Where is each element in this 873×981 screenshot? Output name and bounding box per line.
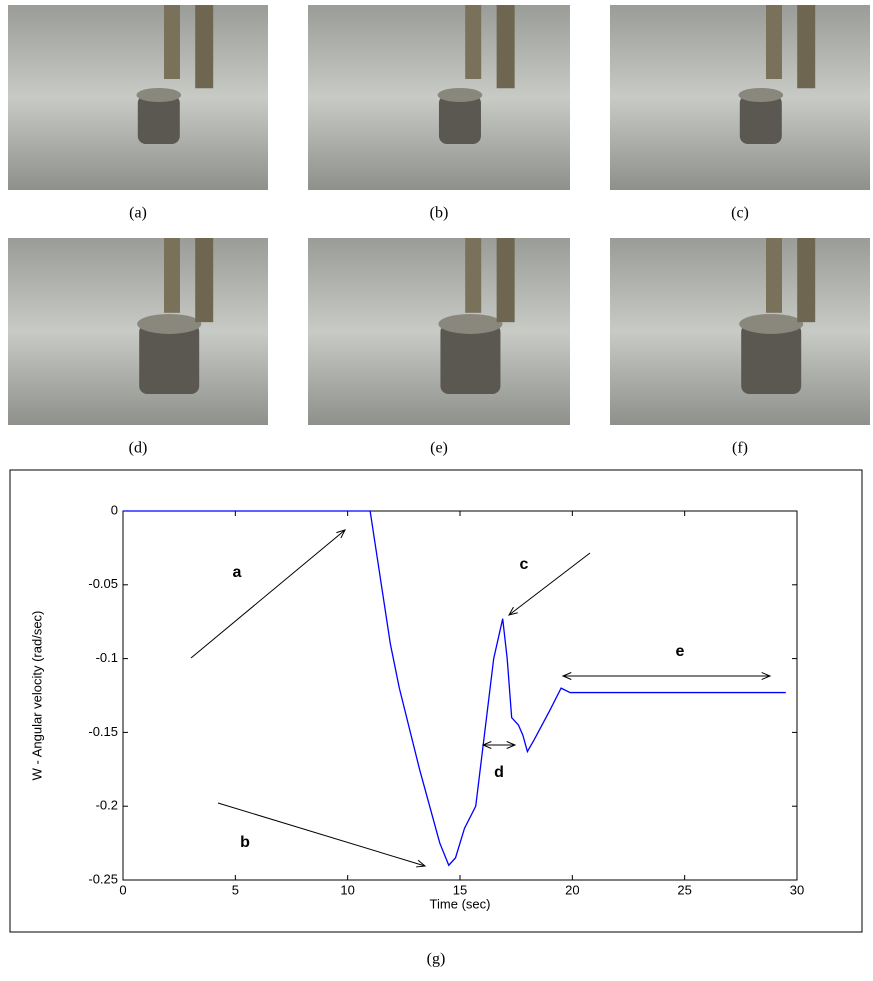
x-tick-label: 30 — [790, 882, 804, 897]
panel-caption: (e) — [430, 440, 448, 457]
robot-top — [137, 313, 202, 334]
arrow-head — [507, 606, 518, 616]
photo — [308, 238, 570, 425]
panel-caption: (c) — [731, 205, 749, 222]
robot-top — [136, 88, 182, 102]
person-leg — [465, 5, 482, 79]
y-tick-label: -0.2 — [96, 798, 118, 813]
robot — [137, 95, 180, 144]
photo — [610, 238, 870, 425]
person-leg — [164, 5, 180, 79]
x-tick-label: 20 — [565, 882, 579, 897]
x-tick-label: 25 — [677, 882, 691, 897]
person-leg — [766, 238, 782, 313]
panel-caption: (b) — [430, 205, 449, 222]
person-leg — [496, 5, 515, 89]
robot — [139, 323, 200, 394]
arrow — [217, 802, 426, 867]
line-series — [123, 510, 786, 867]
y-tick-label: -0.15 — [88, 724, 118, 739]
arrow — [190, 529, 346, 659]
chart-frame — [9, 469, 863, 933]
y-tick-label: -0.05 — [88, 576, 118, 591]
annotation: d — [494, 764, 504, 781]
robot — [440, 323, 501, 394]
person-leg — [496, 238, 515, 323]
annotation: b — [240, 834, 250, 851]
person-leg — [766, 5, 782, 79]
robot-top — [738, 88, 784, 102]
panel-caption: (a) — [129, 205, 147, 222]
annotation: e — [676, 643, 685, 660]
person-leg — [797, 5, 816, 89]
panel-caption: (f) — [732, 440, 748, 457]
x-axis-label: Time (sec) — [430, 896, 491, 911]
person-leg — [465, 238, 482, 313]
person-leg — [797, 238, 816, 323]
robot-top — [437, 88, 483, 102]
person-leg — [195, 5, 214, 89]
arrow-head — [481, 741, 492, 749]
person-leg — [195, 238, 214, 323]
arrow-head — [415, 859, 427, 868]
figure-caption: (g) — [427, 951, 446, 968]
x-tick-label: 15 — [453, 882, 467, 897]
arrow-head — [506, 741, 517, 749]
y-axis-label: W - Angular velocity (rad/sec) — [29, 611, 44, 781]
person-leg — [164, 238, 180, 313]
photo — [8, 238, 268, 425]
arrow-head — [336, 529, 346, 539]
photo — [308, 5, 570, 190]
robot-top — [739, 313, 804, 334]
y-tick-label: -0.1 — [96, 650, 118, 665]
x-tick-label: 0 — [119, 882, 126, 897]
robot-top — [438, 313, 503, 334]
x-tick-label: 10 — [340, 882, 354, 897]
arrow-head — [761, 672, 772, 680]
panel-caption: (d) — [129, 440, 148, 457]
annotation: a — [233, 564, 242, 581]
annotation: c — [520, 556, 529, 573]
plot-area — [122, 510, 798, 881]
x-tick-label: 5 — [232, 882, 239, 897]
robot — [438, 95, 481, 144]
arrow — [508, 552, 591, 616]
robot — [741, 323, 802, 394]
arrow-head — [561, 672, 572, 680]
robot — [739, 95, 782, 144]
y-tick-label: -0.25 — [88, 871, 118, 886]
y-tick-label: 0 — [111, 502, 118, 517]
